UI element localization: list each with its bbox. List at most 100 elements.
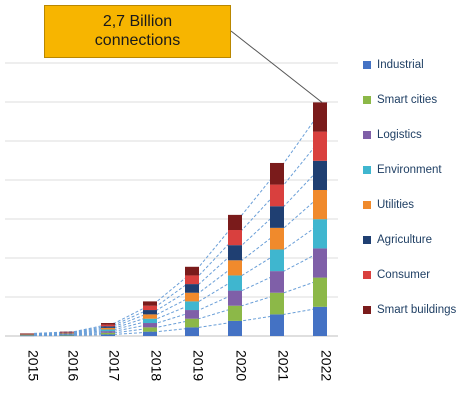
bar-segment-smart-buildings <box>143 301 157 306</box>
bar-segment-smart-cities <box>313 277 327 307</box>
legend-label: Environment <box>377 164 442 176</box>
legend-label: Smart buildings <box>377 304 457 316</box>
legend-swatch <box>363 61 371 69</box>
x-tick-label: 2022 <box>318 350 334 381</box>
bar-segment-agriculture <box>60 332 74 334</box>
bar-segment-consumer <box>185 275 199 285</box>
x-tick-label: 2020 <box>233 350 249 381</box>
legend-item: Utilities <box>363 198 414 212</box>
legend-label: Consumer <box>377 269 431 281</box>
bar-segment-industrial <box>20 335 34 337</box>
bar-segment-industrial <box>313 306 327 336</box>
bar-segment-logistics <box>60 334 74 335</box>
bar-segment-industrial <box>185 327 199 336</box>
bar-segment-consumer <box>20 333 34 335</box>
bar-segment-smart-buildings <box>101 323 115 325</box>
bar-segment-environment <box>228 275 242 291</box>
bar-segment-utilities <box>143 314 157 319</box>
legend-swatch <box>363 236 371 244</box>
bar-segment-smart-buildings <box>313 102 327 132</box>
x-tick-label: 2015 <box>25 350 41 381</box>
bar-segment-environment <box>101 329 115 332</box>
bar-segment-utilities <box>270 227 284 250</box>
bar-segment-environment <box>20 334 34 336</box>
bar-segment-smart-buildings <box>185 266 199 276</box>
bar-segment-industrial <box>270 314 284 336</box>
callout-pointer-line <box>230 30 323 103</box>
bars <box>20 102 327 337</box>
legend-item: Industrial <box>363 58 424 72</box>
legend-item: Logistics <box>363 128 422 142</box>
bar-segment-utilities <box>313 190 327 220</box>
bar-segment-logistics <box>143 323 157 328</box>
bar-segment-consumer <box>60 332 74 333</box>
legend-swatch <box>363 201 371 209</box>
bar-segment-utilities <box>101 327 115 330</box>
bar-segment-logistics <box>20 335 34 336</box>
legend-swatch <box>363 166 371 174</box>
bar-segment-agriculture <box>101 326 115 328</box>
gridlines <box>5 62 338 337</box>
bar-segment-logistics <box>313 248 327 278</box>
bar-segment-smart-cities <box>20 335 34 336</box>
connections-callout: 2,7 Billion connections <box>44 5 231 58</box>
legend-item: Smart buildings <box>363 303 456 317</box>
bar-segment-smart-buildings <box>270 162 284 185</box>
bar-segment-agriculture <box>20 334 34 335</box>
bar-segment-agriculture <box>185 284 199 293</box>
bar-segment-utilities <box>20 334 34 335</box>
bar-segment-consumer <box>101 324 115 327</box>
bar-segment-consumer <box>143 305 157 311</box>
trend-guide-line <box>33 131 328 335</box>
bar-segment-environment <box>185 301 199 311</box>
bar-segment-utilities <box>60 333 74 334</box>
callout-line-2: connections <box>94 32 181 49</box>
bar-segment-environment <box>270 249 284 272</box>
legend-label: Logistics <box>377 129 422 141</box>
bar-segment-consumer <box>270 184 284 207</box>
legend-label: Industrial <box>377 59 424 71</box>
bar-segment-smart-cities <box>228 305 242 321</box>
bar-segment-smart-cities <box>143 327 157 332</box>
bar-segment-smart-cities <box>60 334 74 336</box>
legend-label: Utilities <box>377 199 415 211</box>
x-tick-label: 2018 <box>148 350 164 381</box>
bar-segment-environment <box>313 219 327 249</box>
bar-segment-smart-buildings <box>60 331 74 333</box>
callout-line-1: 2,7 Billion <box>102 13 173 30</box>
bar-segment-agriculture <box>270 206 284 228</box>
x-tick-label: 2017 <box>106 350 122 381</box>
bar-segment-utilities <box>185 292 199 302</box>
bar-segment-logistics <box>228 290 242 306</box>
legend-item: Smart cities <box>363 93 437 107</box>
bar-segment-agriculture <box>143 310 157 315</box>
legend-item: Consumer <box>363 268 430 282</box>
bar-segment-agriculture <box>228 245 242 261</box>
bar-segment-environment <box>60 333 74 335</box>
legend-swatch <box>363 131 371 139</box>
trend-guide-line <box>33 247 328 336</box>
bar-segment-smart-buildings <box>228 214 242 231</box>
bar-segment-industrial <box>60 335 74 336</box>
bar-segment-industrial <box>228 320 242 336</box>
bar-segment-environment <box>143 318 157 324</box>
legend-label: Agriculture <box>377 234 432 246</box>
bar-segment-smart-cities <box>101 332 115 335</box>
bar-segment-industrial <box>101 334 115 336</box>
bar-segment-smart-buildings <box>20 333 34 334</box>
legend-item: Agriculture <box>363 233 432 247</box>
x-axis-tick-labels: 2015 2016 2017 2018 2019 2020 2021 2022 <box>25 350 334 381</box>
x-tick-label: 2019 <box>190 350 206 381</box>
legend-swatch <box>363 271 371 279</box>
bar-segment-logistics <box>101 331 115 333</box>
bar-segment-utilities <box>228 260 242 276</box>
bar-segment-smart-cities <box>270 292 284 315</box>
legend-swatch <box>363 96 371 104</box>
x-tick-label: 2021 <box>275 350 291 381</box>
bar-segment-industrial <box>143 331 157 336</box>
legend-swatch <box>363 306 371 314</box>
x-tick-label: 2016 <box>65 350 81 381</box>
bar-segment-smart-cities <box>185 318 199 328</box>
bar-segment-agriculture <box>313 160 327 190</box>
